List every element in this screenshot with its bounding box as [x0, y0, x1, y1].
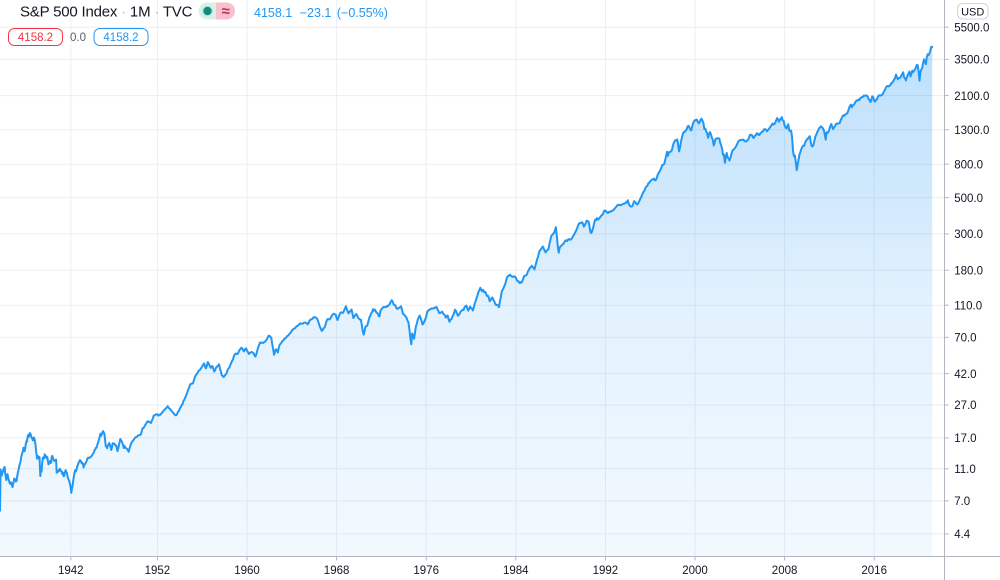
svg-text:4.4: 4.4: [954, 529, 971, 541]
svg-text:S&P 500 Index · 1M · TVC: S&P 500 Index · 1M · TVC: [20, 4, 193, 21]
svg-text:5500.0: 5500.0: [954, 22, 989, 34]
svg-text:800.0: 800.0: [954, 159, 983, 171]
svg-text:4158.1−23.1(−0.55%): 4158.1 −23.1 (−0.55%): [254, 6, 388, 20]
svg-text:≈: ≈: [222, 3, 230, 20]
svg-text:0.0: 0.0: [70, 32, 86, 44]
svg-text:180.0: 180.0: [954, 265, 983, 277]
svg-text:4158.2: 4158.2: [18, 32, 53, 44]
svg-text:2016: 2016: [861, 565, 887, 577]
svg-text:2008: 2008: [772, 565, 798, 577]
svg-text:1984: 1984: [503, 565, 529, 577]
svg-text:110.0: 110.0: [954, 300, 982, 312]
svg-text:1942: 1942: [58, 565, 84, 577]
svg-text:7.0: 7.0: [954, 496, 970, 508]
svg-text:17.0: 17.0: [954, 433, 976, 445]
svg-text:1960: 1960: [234, 565, 260, 577]
svg-text:3500.0: 3500.0: [954, 55, 989, 67]
svg-text:27.0: 27.0: [954, 400, 976, 412]
svg-text:1976: 1976: [413, 565, 439, 577]
svg-text:1968: 1968: [324, 565, 350, 577]
svg-text:42.0: 42.0: [954, 369, 976, 381]
svg-text:300.0: 300.0: [954, 229, 983, 241]
svg-text:500.0: 500.0: [954, 193, 983, 205]
svg-text:11.0: 11.0: [954, 464, 976, 476]
svg-text:70.0: 70.0: [954, 333, 976, 345]
svg-text:2000: 2000: [682, 565, 708, 577]
svg-text:USD: USD: [961, 6, 984, 18]
svg-text:1300.0: 1300.0: [954, 125, 989, 137]
svg-text:1992: 1992: [593, 565, 619, 577]
svg-text:2100.0: 2100.0: [954, 91, 989, 103]
svg-text:1952: 1952: [145, 565, 171, 577]
svg-text:4158.2: 4158.2: [103, 32, 138, 44]
